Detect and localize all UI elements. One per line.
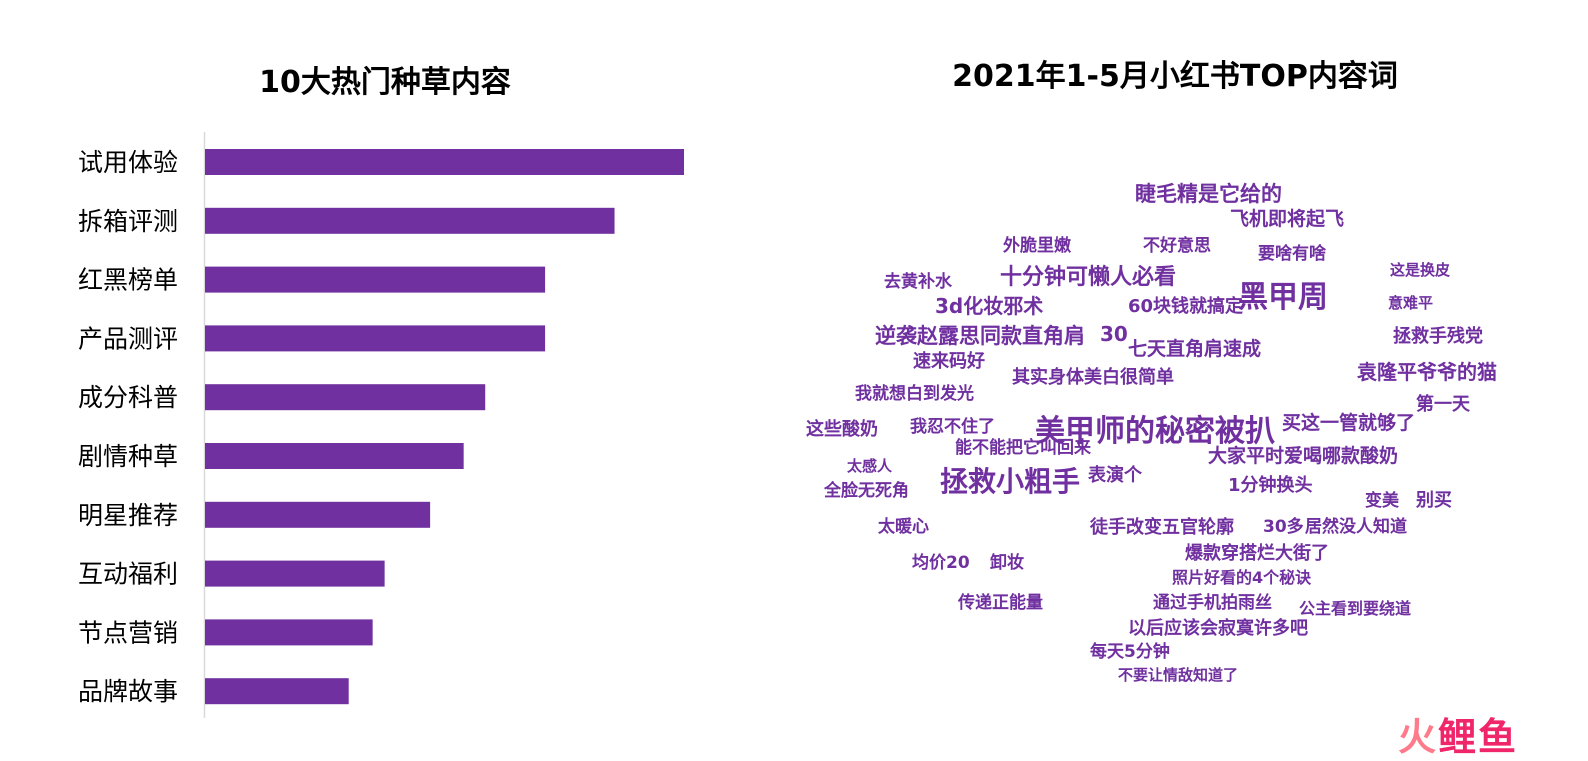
category-label: 明星推荐 (78, 501, 178, 530)
cloud-word: 意难平 (1388, 294, 1434, 312)
cloud-word: 七天直角肩速成 (1128, 338, 1262, 360)
cloud-word: 1分钟换头 (1228, 475, 1313, 496)
watermark-logo: 火鲤鱼 (1398, 706, 1518, 761)
category-label: 节点营销 (78, 618, 178, 647)
cloud-word: 变美 (1365, 491, 1399, 511)
cloud-word: 太暖心 (878, 517, 929, 537)
category-label: 产品测评 (78, 324, 178, 353)
cloud-word: 居然没人知道 (1305, 517, 1407, 537)
cloud-word: 买这一管就够了 (1282, 412, 1416, 434)
cloud-word: 去黄补水 (884, 272, 952, 292)
cloud-word: 传递正能量 (958, 593, 1043, 613)
bar-chart-title: 10大热门种草内容 (259, 65, 511, 100)
cloud-word: 速来码好 (913, 351, 985, 372)
cloud-word: 30 (1100, 322, 1128, 346)
cloud-word: 太感人 (847, 457, 893, 475)
watermark-part-a: 火 (1398, 715, 1439, 759)
word-cloud-title: 2021年1-5月小红书TOP内容词 (952, 59, 1398, 94)
cloud-word: 拯救手残党 (1393, 326, 1483, 347)
cloud-word: 公主看到要绕道 (1299, 599, 1412, 618)
cloud-word: 第一天 (1416, 394, 1470, 415)
cloud-word: 别买 (1416, 490, 1452, 511)
cloud-word: 飞机即将起飞 (1230, 208, 1345, 230)
cloud-word: 袁隆平爷爷的猫 (1357, 360, 1497, 384)
cloud-word: 其实身体美白很简单 (1012, 367, 1174, 388)
category-label: 试用体验 (78, 148, 178, 177)
cloud-word: 每天5分钟 (1090, 642, 1170, 662)
bar (205, 619, 373, 646)
bar (205, 501, 431, 528)
cloud-word: 美甲师的秘密被扒 (1035, 414, 1275, 449)
cloud-word: 以后应该会寂寞许多吧 (1128, 618, 1308, 639)
cloud-word: 30多 (1263, 517, 1304, 537)
category-label: 互动福利 (78, 560, 178, 589)
cloud-word: 表演个 (1088, 465, 1142, 486)
cloud-word: 外脆里嫩 (1003, 236, 1071, 256)
cloud-word: 这些酸奶 (806, 419, 878, 440)
cloud-word: 我就想白到发光 (855, 384, 974, 404)
cloud-word: 逆袭赵露思同款直角肩 (875, 324, 1085, 348)
cloud-word: 不好意思 (1143, 236, 1211, 256)
cloud-word: 十分钟可懒人必看 (1000, 265, 1177, 290)
cloud-word: 徒手改变五官轮廓 (1090, 517, 1234, 538)
cloud-word: 不要让情敌知道了 (1118, 666, 1239, 684)
watermark-part-b: 鲤鱼 (1438, 715, 1519, 759)
cloud-word: 能不能把它叫回来 (955, 438, 1091, 458)
bar (205, 560, 385, 587)
cloud-word: 拯救小粗手 (940, 465, 1081, 498)
bar (205, 207, 615, 234)
cloud-word: 卸妆 (990, 553, 1024, 573)
cloud-word: 通过手机拍雨丝 (1153, 593, 1272, 613)
bar (205, 325, 546, 352)
cloud-word: 均价20 (912, 553, 970, 573)
cloud-word: 全脸无死角 (824, 481, 909, 501)
category-label: 成分科普 (78, 383, 178, 412)
cloud-word: 60块钱就搞定 (1128, 296, 1244, 317)
bar (205, 149, 684, 175)
bar (205, 678, 349, 705)
cloud-word: 照片好看的4个秘诀 (1172, 568, 1312, 587)
cloud-word: 大家平时爱喝哪款酸奶 (1208, 445, 1399, 467)
cloud-word: 要啥有啥 (1258, 244, 1326, 264)
cloud-word: 黑甲周 (1238, 280, 1328, 315)
cloud-word: 睫毛精是它给的 (1135, 182, 1282, 206)
cloud-word: 我忍不住了 (910, 417, 995, 437)
category-label: 品牌故事 (78, 677, 178, 706)
cloud-word: 这是换皮 (1390, 261, 1451, 279)
bar (205, 384, 486, 411)
bar (205, 266, 546, 293)
category-label: 红黑榜单 (78, 266, 178, 295)
cloud-word: 爆款穿搭烂大街了 (1185, 543, 1329, 564)
category-label: 拆箱评测 (78, 207, 178, 236)
bar (205, 443, 464, 469)
cloud-word: 3d化妆邪术 (935, 294, 1044, 318)
category-label: 剧情种草 (78, 442, 178, 471)
